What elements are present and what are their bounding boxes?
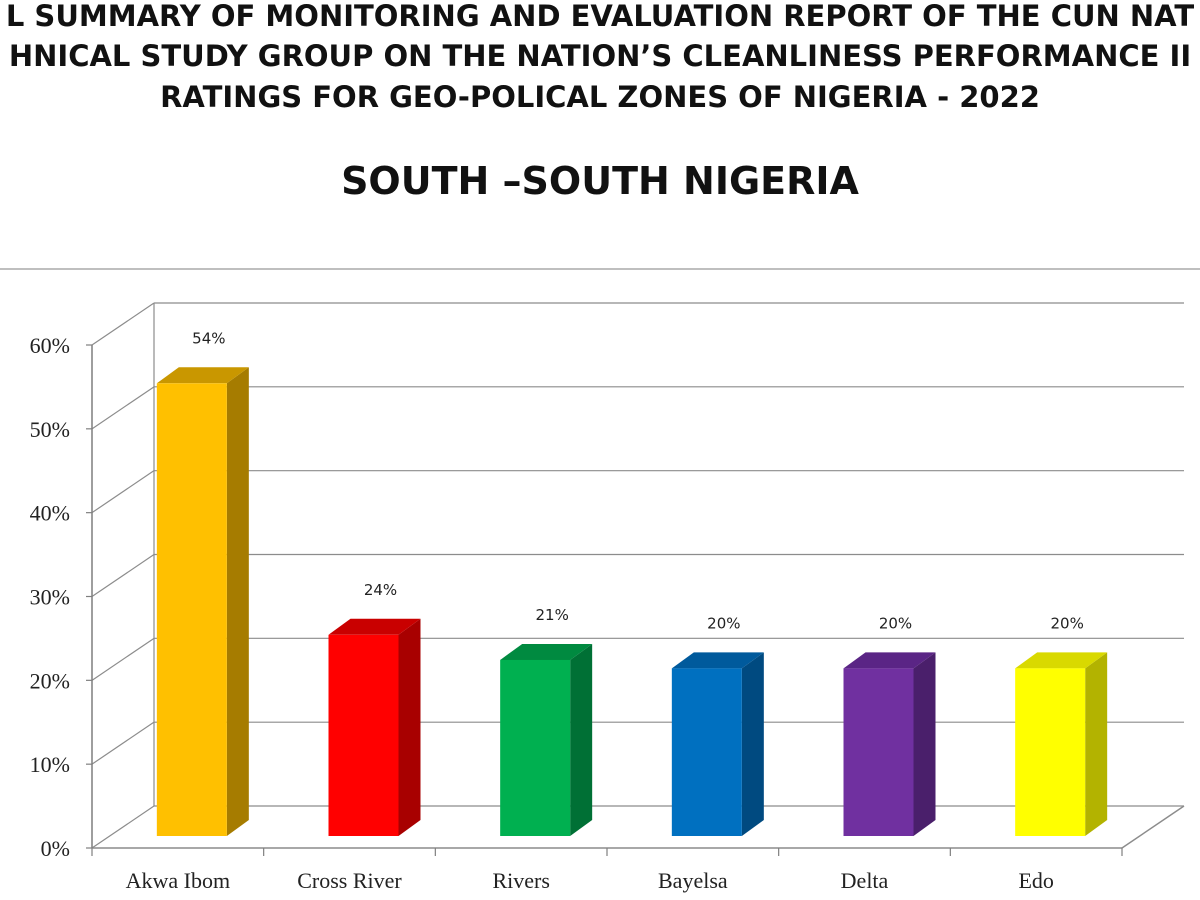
side-wall-gridline [91, 386, 155, 430]
x-tick-label: Akwa Ibom [126, 868, 230, 893]
bar [500, 659, 571, 836]
data-label: 20% [879, 614, 912, 632]
bar-side [741, 652, 764, 836]
side-wall-gridline [91, 721, 155, 765]
y-tick-label: 50% [30, 417, 70, 442]
y-tick-label: 20% [30, 668, 70, 693]
bar-side [226, 367, 249, 836]
x-tick-label: Delta [841, 868, 889, 893]
bar-top [671, 652, 764, 669]
side-wall-gridline [91, 805, 155, 849]
side-wall-gridline [91, 302, 155, 346]
x-tick-label: Rivers [492, 868, 549, 893]
report-title-line-3: RATINGS FOR GEO-POLICAL ZONES OF NIGERIA… [160, 80, 1040, 114]
x-tick-label: Cross River [297, 868, 402, 893]
bar-top [156, 367, 249, 384]
side-wall-gridline [91, 470, 155, 514]
y-tick-label: 40% [30, 501, 70, 526]
bar-top [843, 652, 936, 669]
data-label: 24% [364, 581, 397, 599]
bar [671, 668, 742, 836]
report-title-line-2: HNICAL STUDY GROUP ON THE NATION’S CLEAN… [8, 39, 1192, 73]
bar [156, 383, 227, 836]
y-tick-label: 10% [30, 752, 70, 777]
bar-side [398, 618, 421, 836]
bar-top [500, 643, 593, 660]
bar-side [1085, 652, 1108, 836]
floor-right-edge [1121, 805, 1185, 849]
data-label: 20% [707, 614, 740, 632]
bar [1015, 668, 1086, 836]
chart-frame-border [0, 268, 1200, 270]
y-tick-label: 0% [41, 836, 70, 861]
data-label: 21% [535, 606, 568, 624]
y-tick-label: 30% [30, 585, 70, 610]
bar-side [913, 652, 936, 836]
report-title-line-1: L SUMMARY OF MONITORING AND EVALUATION R… [5, 0, 1195, 33]
x-tick-label: Bayelsa [658, 868, 728, 893]
x-tick-label: Edo [1018, 868, 1053, 893]
data-label: 20% [1050, 614, 1083, 632]
data-label: 54% [192, 329, 225, 347]
bar [843, 668, 914, 836]
bar [328, 634, 399, 836]
bar-top [1015, 652, 1108, 669]
y-tick-label: 60% [30, 333, 70, 358]
side-wall-gridline [91, 637, 155, 681]
bar-side [570, 643, 593, 836]
chart-title: SOUTH –SOUTH NIGERIA [341, 159, 859, 203]
bar-top [328, 618, 421, 635]
side-wall-gridline [91, 554, 155, 597]
